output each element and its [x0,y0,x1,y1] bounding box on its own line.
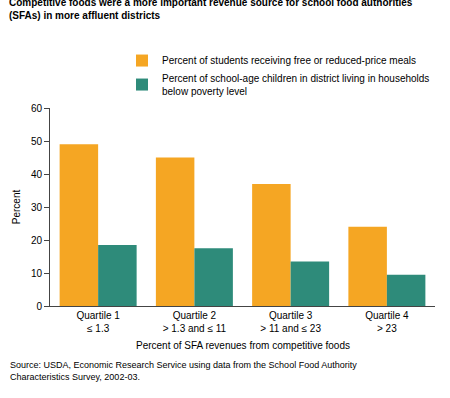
svg-text:Percent of students receiving: Percent of students receiving free or re… [162,55,416,66]
svg-text:10: 10 [31,268,43,279]
svg-text:0: 0 [36,301,42,312]
svg-text:Percent of SFA revenues from c: Percent of SFA revenues from competitive… [136,340,350,351]
svg-text:Source: USDA, Economic Researc: Source: USDA, Economic Research Service … [10,360,357,382]
svg-text:Quartile 4> 23: Quartile 4> 23 [365,310,409,334]
svg-text:50: 50 [31,136,43,147]
svg-text:40: 40 [31,169,43,180]
svg-text:Quartile 1≤ 1.3: Quartile 1≤ 1.3 [76,310,120,334]
svg-text:Competitive foods were a more: Competitive foods were a more important … [9,0,413,21]
svg-text:60: 60 [31,103,43,114]
svg-text:20: 20 [31,235,43,246]
svg-text:Quartile 3> 11 and ≤ 23: Quartile 3> 11 and ≤ 23 [260,310,321,334]
svg-text:Percent: Percent [11,190,22,225]
svg-text:Quartile 2> 1.3 and ≤ 11: Quartile 2> 1.3 and ≤ 11 [163,310,227,334]
svg-text:Percent of school-age children: Percent of school-age children in distri… [162,73,429,97]
svg-text:30: 30 [31,202,43,213]
